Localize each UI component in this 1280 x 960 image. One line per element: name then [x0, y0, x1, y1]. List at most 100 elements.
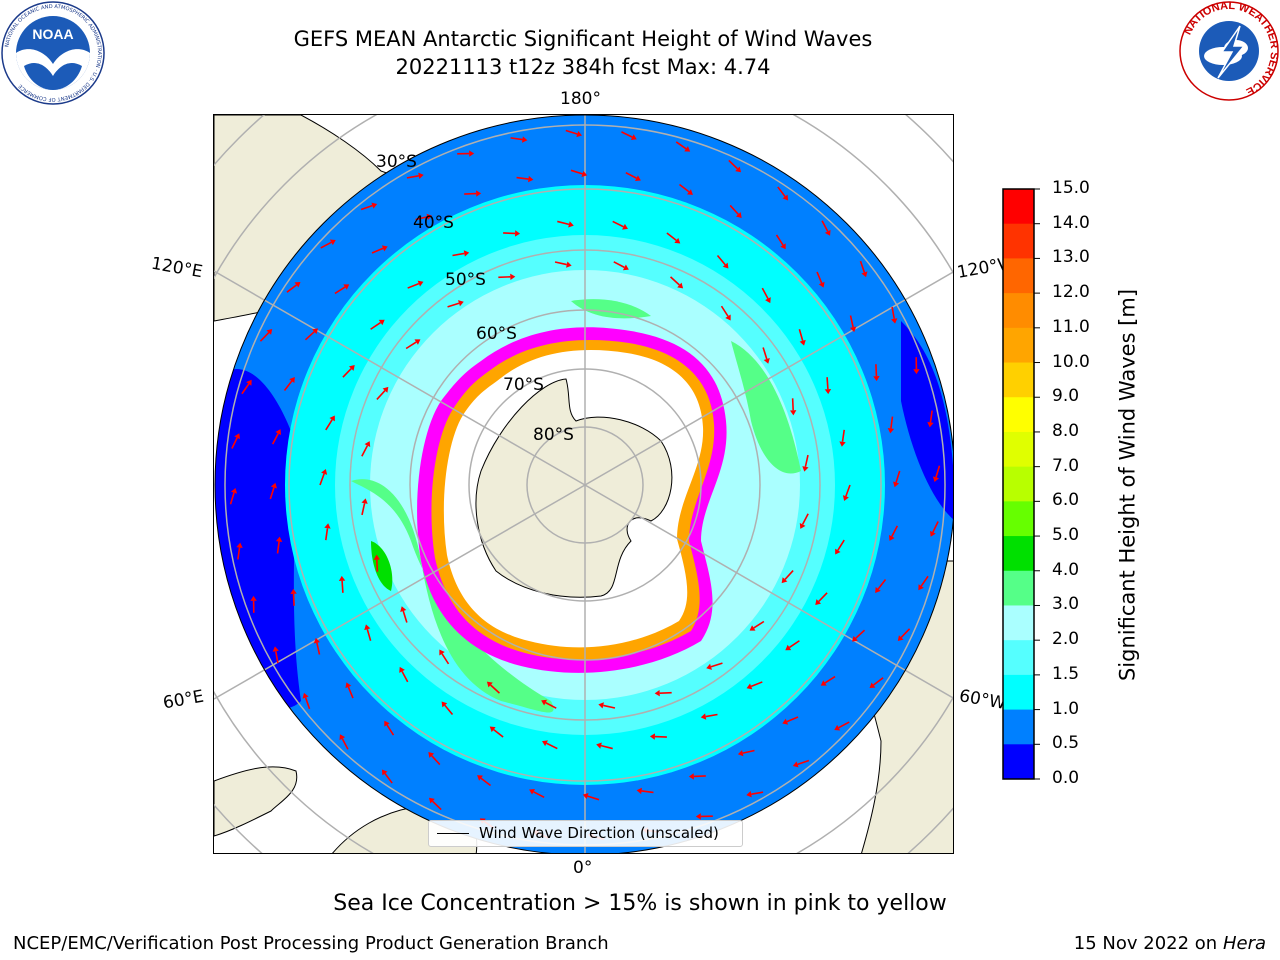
wind-wave-arrowhead — [622, 264, 629, 271]
colorbar-segment — [1003, 258, 1034, 294]
wind-wave-arrow — [384, 773, 393, 784]
wind-wave-arrowhead — [541, 699, 548, 706]
wind-wave-arrow — [920, 575, 929, 587]
wind-wave-arrow — [370, 321, 382, 330]
wind-wave-arrowhead — [635, 175, 641, 182]
wind-wave-arrow — [347, 686, 354, 699]
wind-wave-arrow — [788, 640, 800, 649]
wind-wave-arrow — [441, 653, 450, 665]
wind-wave-arrowhead — [290, 588, 297, 594]
wind-wave-arrowhead — [361, 498, 368, 504]
wind-wave-arrowhead — [815, 599, 822, 606]
wind-wave-arrowhead — [763, 358, 770, 364]
wind-wave-arrowhead — [384, 720, 390, 727]
wind-wave-arrow — [386, 724, 395, 736]
wind-wave-arrow — [341, 738, 349, 750]
colorbar-segment — [1003, 362, 1034, 398]
wind-wave-arrowhead — [630, 134, 637, 141]
wind-wave-arrowhead — [289, 377, 295, 383]
wind-wave-arrowhead — [735, 212, 742, 218]
wind-wave-arrow — [320, 241, 332, 249]
colorbar-label: Significant Height of Wind Waves [m] — [1115, 288, 1140, 682]
wind-wave-arrowhead — [746, 791, 752, 798]
wind-wave-arrow — [490, 684, 500, 694]
chart-title: GEFS MEAN Antarctic Significant Height o… — [293, 27, 873, 51]
colorbar-tick-label: 5.0 — [1052, 525, 1080, 546]
wind-wave-arrow — [838, 721, 850, 729]
wind-wave-arrow — [286, 284, 297, 293]
wind-wave-arrow — [360, 204, 373, 211]
colorbar-tick-label: 2.0 — [1052, 629, 1080, 650]
lat-label-80s: 80°S — [533, 425, 574, 445]
wind-wave-arrowhead — [598, 702, 604, 709]
wind-wave-arrowhead — [695, 813, 701, 820]
wind-wave-arrowhead — [381, 769, 388, 776]
wind-wave-arrowhead — [364, 624, 371, 631]
wind-wave-arrowhead — [345, 682, 352, 689]
wind-wave-arrow — [283, 380, 293, 392]
wind-wave-arrow — [510, 137, 523, 141]
wind-wave-arrowhead — [929, 530, 936, 537]
wind-wave-arrow — [231, 437, 238, 449]
wind-wave-arrowhead — [266, 328, 273, 335]
lon-label-60e: 60°E — [161, 686, 206, 714]
wind-wave-arrowhead — [849, 326, 857, 333]
antarctica-land — [475, 378, 673, 598]
wind-wave-arrowhead — [489, 726, 496, 733]
wind-wave-arrowhead — [654, 689, 660, 697]
wind-wave-arrowhead — [700, 713, 707, 720]
wind-wave-arrow — [678, 183, 690, 193]
wind-wave-arrow — [762, 347, 768, 360]
wind-wave-arrow — [516, 176, 529, 180]
lon-label-0: 0° — [573, 858, 593, 878]
wind-wave-arrow — [855, 629, 866, 639]
wind-wave-arrow — [821, 220, 829, 232]
wind-wave-arrow — [875, 364, 878, 377]
wind-wave-arrowhead — [477, 775, 483, 781]
lat-label-30s: 30°S — [376, 152, 417, 172]
wind-wave-arrow — [415, 216, 428, 221]
lat-label-50s: 50°S — [445, 270, 486, 290]
wind-wave-arrowhead — [782, 194, 789, 201]
wind-wave-arrow — [276, 541, 280, 554]
wind-wave-arrow — [304, 697, 311, 710]
wind-wave-arrow — [891, 525, 899, 537]
wind-wave-arrow — [751, 791, 764, 796]
wind-wave-arrow — [447, 302, 460, 308]
sea-ice-note: Sea Ice Concentration > 15% is shown in … — [333, 891, 947, 916]
wind-wave-arrowhead — [528, 175, 534, 183]
wind-wave-arrow — [587, 795, 600, 801]
wind-wave-arrow — [546, 742, 558, 750]
wind-wave-arrow — [693, 775, 706, 778]
wind-wave-arrow — [545, 701, 557, 709]
footer-date-text: 15 Nov 2022 on — [1073, 933, 1218, 954]
polar-map-svg — [214, 115, 953, 853]
colorbar-tick-label: 11.0 — [1052, 316, 1090, 337]
wind-wave-arrow — [498, 276, 511, 279]
wind-wave-arrowhead — [458, 300, 464, 307]
wind-wave-arrowhead — [312, 328, 318, 335]
wind-wave-arrowhead — [875, 587, 881, 593]
wind-wave-arrowhead — [842, 495, 849, 501]
wind-wave-arrowhead — [677, 282, 684, 289]
colorbar-segment — [1003, 570, 1034, 606]
colorbar-tick-label: 12.0 — [1052, 282, 1090, 303]
wind-wave-arrowhead — [246, 379, 252, 386]
wind-wave-arrow — [613, 261, 625, 269]
wind-wave-arrow — [452, 252, 465, 257]
wind-wave-arrowhead — [622, 223, 628, 230]
wind-wave-arrowhead — [373, 554, 381, 560]
wind-wave-arrowhead — [343, 284, 350, 290]
lat-label-40s: 40°S — [413, 213, 454, 233]
wind-wave-arrow — [361, 445, 369, 457]
wind-wave-arrowhead — [236, 542, 243, 548]
wind-wave-arrowhead — [852, 635, 858, 642]
wind-wave-arrow — [666, 232, 677, 241]
wind-wave-arrowhead — [486, 681, 493, 688]
wind-wave-arrowhead — [272, 646, 279, 652]
wind-wave-arrow — [720, 305, 729, 317]
wind-wave-arrowhead — [522, 136, 528, 143]
wind-wave-arrow — [716, 254, 726, 266]
wind-wave-arrow — [241, 383, 250, 395]
colorbar-tick-label: 6.0 — [1052, 490, 1080, 511]
